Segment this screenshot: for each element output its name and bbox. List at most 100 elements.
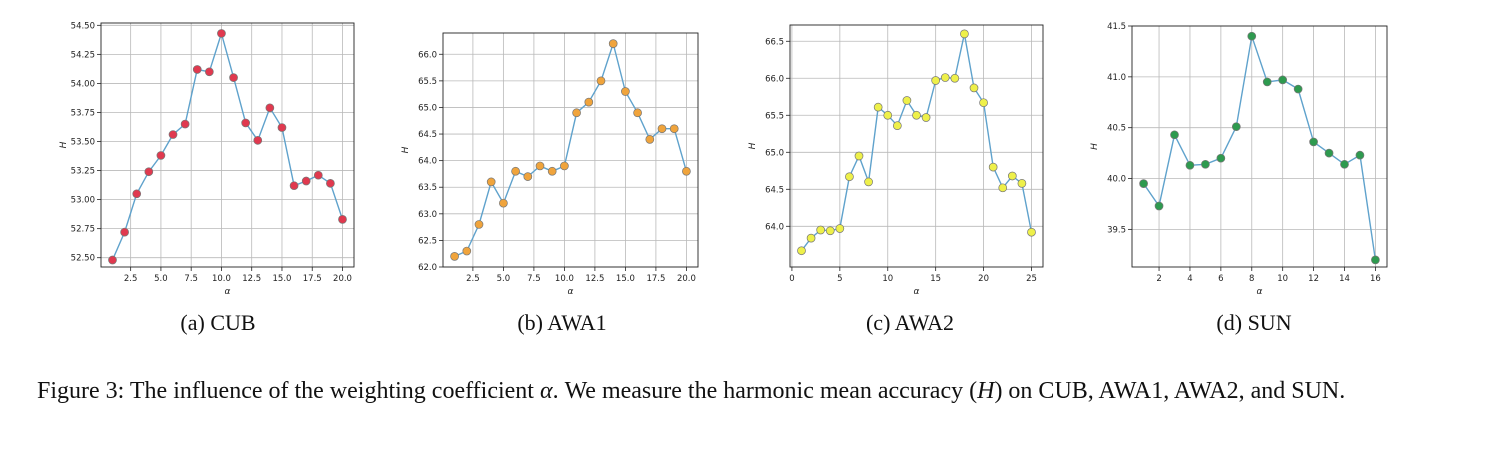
data-point: [313, 170, 323, 180]
y-tick-label: 63.5: [418, 183, 437, 193]
data-point: [277, 123, 287, 132]
chart-cub: 2.5 5.0 7.5 10.0 12.5 15.0 17.5 20.0 52.50 52.75 5…: [59, 21, 355, 297]
x-tick-label: 6: [1218, 274, 1223, 284]
data-point: [1324, 148, 1334, 158]
y-tick-label: 65.5: [418, 77, 437, 87]
data-point: [1355, 150, 1365, 160]
plot-frame: [789, 24, 1044, 268]
y-axis-label: H: [59, 141, 69, 148]
y-tick-label: 64.0: [418, 157, 437, 167]
chart-awa1: 2.5 5.0 7.5 10.0 12.5 15.0 17.5 20.0 62.0 62.5 63.…: [401, 32, 699, 297]
x-tick-label: 12.5: [242, 274, 261, 284]
data-point: [523, 172, 533, 181]
series-line: [454, 41, 688, 258]
data-point: [1170, 130, 1179, 140]
data-point: [682, 166, 691, 176]
y-tick-label: 40.5: [1107, 124, 1126, 134]
y-tick-label: 64.0: [765, 222, 784, 232]
data-point: [883, 110, 893, 120]
series-line: [111, 31, 344, 261]
data-point: [108, 255, 117, 265]
y-tick-label: 66.0: [418, 50, 437, 60]
data-point: [806, 233, 816, 243]
data-point: [338, 215, 347, 224]
caption-h: H: [977, 378, 995, 404]
x-axis-label: α: [225, 287, 231, 297]
x-tick-label: 16: [1370, 274, 1381, 284]
y-tick-label: 66.0: [765, 74, 784, 84]
x-tick-label: 7.5: [527, 274, 541, 284]
y-tick-label: 53.25: [71, 167, 95, 177]
data-point: [931, 76, 941, 85]
y-tick-label: 65.0: [418, 103, 437, 113]
x-tick-label: 17.5: [303, 274, 322, 284]
x-tick-label: 5.0: [497, 274, 511, 284]
data-point: [902, 96, 912, 105]
data-point: [241, 118, 251, 128]
y-tick-label: 65.5: [765, 111, 784, 121]
data-point: [998, 183, 1008, 193]
x-axis-label: α: [914, 287, 920, 297]
plot-frame: [1131, 25, 1388, 268]
x-tick-label: 20: [978, 274, 989, 284]
x-tick-label: 15.0: [273, 274, 292, 284]
y-tick-label: 64.5: [418, 130, 437, 140]
data-point: [950, 73, 960, 83]
subcaption-awa2: (c) AWA2: [865, 310, 955, 335]
x-tick-label: 10: [882, 274, 893, 284]
data-point: [547, 166, 557, 176]
data-point: [608, 39, 618, 48]
data-point: [535, 161, 545, 171]
data-point: [873, 102, 883, 112]
data-point: [921, 113, 931, 122]
data-point: [474, 220, 484, 229]
data-point: [1340, 159, 1349, 169]
x-tick-label: 10.0: [212, 274, 231, 284]
data-point: [1154, 201, 1164, 211]
data-point: [1293, 84, 1303, 94]
x-tick-label: 15.0: [616, 274, 635, 284]
data-point: [265, 103, 275, 113]
data-point: [1371, 255, 1380, 265]
data-point: [1309, 137, 1318, 147]
data-point: [988, 162, 998, 172]
y-tick-label: 52.75: [71, 225, 95, 235]
x-tick-label: 0: [789, 274, 794, 284]
x-tick-label: 10.0: [555, 274, 574, 284]
y-axis-label: H: [401, 146, 411, 153]
data-point: [960, 29, 969, 39]
data-point: [1007, 171, 1017, 181]
data-point: [572, 108, 581, 118]
data-point: [132, 189, 142, 199]
x-tick-label: 2.5: [124, 274, 138, 284]
data-point: [825, 226, 835, 236]
x-tick-label: 14: [1339, 274, 1350, 284]
data-point: [450, 252, 459, 261]
data-point: [669, 124, 679, 134]
x-tick-label: 10: [1277, 274, 1288, 284]
data-point: [1231, 122, 1241, 132]
y-tick-label: 40.0: [1107, 175, 1126, 185]
data-point: [289, 181, 299, 191]
y-tick-label: 63.0: [418, 210, 437, 220]
data-point: [969, 83, 979, 93]
x-tick-label: 5: [837, 274, 842, 284]
data-point: [1262, 77, 1272, 87]
y-tick-label: 65.0: [765, 148, 784, 158]
data-point: [1247, 31, 1257, 41]
y-tick-label: 54.25: [71, 50, 95, 60]
x-tick-label: 7.5: [184, 274, 198, 284]
y-tick-label: 66.5: [765, 37, 784, 47]
x-tick-label: 2: [1156, 274, 1161, 284]
subcaption-cub: (a) CUB: [180, 310, 256, 335]
y-tick-label: 41.5: [1107, 22, 1126, 32]
caption-middle: . We measure the harmonic mean accuracy …: [552, 378, 978, 404]
subcaption-awa1: (b) AWA1: [517, 310, 607, 335]
data-point: [912, 110, 921, 120]
data-point: [1201, 159, 1210, 169]
data-point: [816, 225, 826, 235]
y-tick-label: 54.50: [71, 21, 95, 31]
data-point: [657, 124, 667, 134]
caption-alpha: α: [539, 378, 553, 404]
data-point: [486, 177, 496, 187]
